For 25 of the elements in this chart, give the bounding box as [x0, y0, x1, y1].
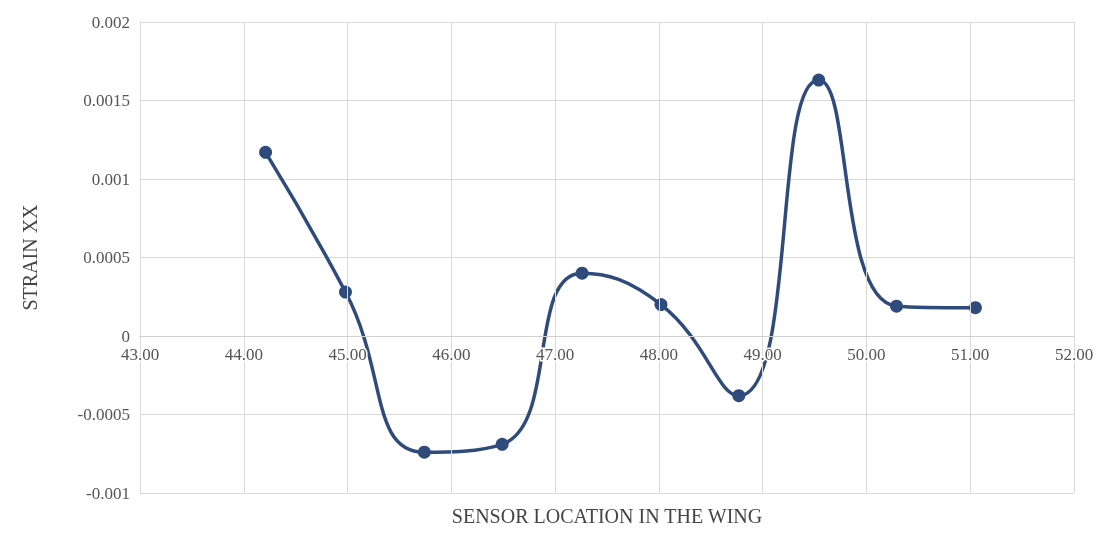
- x-tick-label: 45.00: [328, 345, 367, 364]
- x-tick-label: 46.00: [432, 345, 471, 364]
- x-tick-label: 51.00: [951, 345, 990, 364]
- x-tick-label: 43.00: [120, 345, 160, 364]
- point: [575, 266, 589, 280]
- point: [890, 299, 904, 313]
- y-tick-label: 0: [121, 326, 130, 346]
- point: [259, 145, 273, 159]
- point: [495, 437, 509, 451]
- y-tick-label: 0.002: [91, 12, 130, 32]
- y-tick-label: -0.0005: [77, 405, 130, 424]
- point: [968, 301, 982, 315]
- y-axis-title: STRAIN XX: [19, 203, 41, 311]
- y-tick-label: -0.001: [86, 483, 130, 503]
- x-axis-title: SENSOR LOCATION IN THE WING: [451, 505, 763, 527]
- x-tick-label: 44.00: [224, 345, 263, 364]
- x-tick-label: 50.00: [847, 345, 886, 364]
- point: [812, 73, 826, 87]
- x-tick-label: 48.00: [639, 345, 679, 364]
- point: [732, 389, 746, 403]
- y-tick-label: 0.001: [91, 169, 130, 189]
- point: [417, 445, 431, 459]
- y-tick-label: 0.0005: [83, 248, 130, 267]
- x-tick-label: 52.00: [1054, 345, 1094, 364]
- y-tick-label: 0.0015: [83, 91, 130, 110]
